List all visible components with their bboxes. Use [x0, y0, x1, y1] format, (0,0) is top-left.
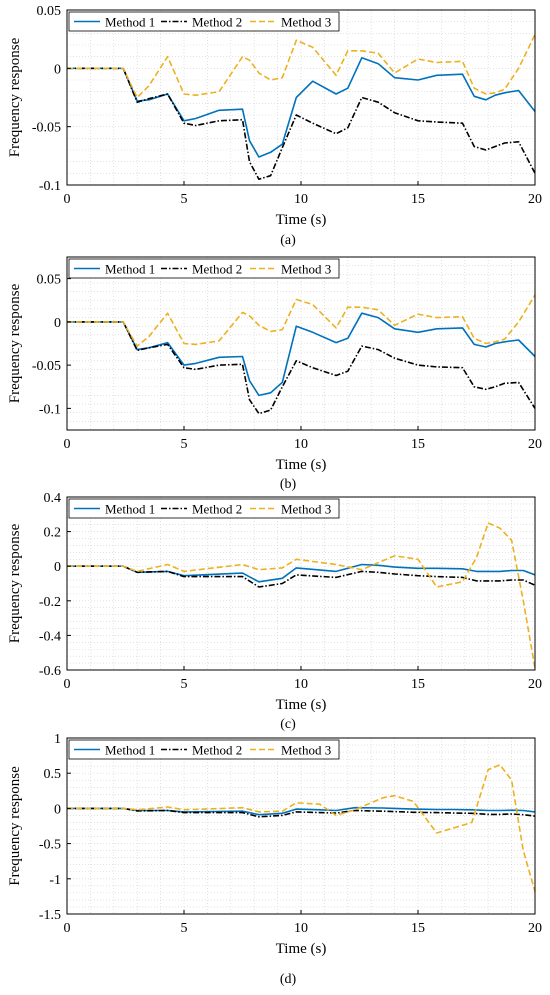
- y-tick-label: 0.05: [37, 273, 62, 288]
- y-tick-label: -0.6: [39, 664, 61, 679]
- x-tick-label: 15: [411, 192, 425, 207]
- legend-label-2: Method 2: [192, 15, 242, 30]
- legend-label-3: Method 3: [281, 262, 331, 277]
- x-axis-label: Time (s): [276, 941, 327, 957]
- y-tick-label: 0: [54, 560, 61, 575]
- legend-label-3: Method 3: [281, 502, 331, 517]
- x-tick-label: 0: [64, 192, 71, 207]
- grid: [66, 496, 536, 671]
- grid: [66, 9, 536, 186]
- legend-label-1: Method 1: [105, 743, 155, 758]
- series-line-3: [67, 294, 536, 347]
- y-axis-label: Frequency response: [7, 766, 23, 886]
- y-tick-label: 0: [54, 802, 61, 817]
- series-line-2: [67, 565, 536, 588]
- y-tick-label: -0.1: [39, 402, 61, 417]
- series-line-3: [67, 34, 536, 99]
- y-tick-label: 1: [54, 732, 61, 747]
- legend: Method 1 Method 2 Method 3: [68, 258, 340, 279]
- x-tick-label: 0: [64, 677, 71, 692]
- y-tick-label: -1.5: [39, 908, 61, 923]
- legend-box: [68, 258, 340, 279]
- x-tick-label: 5: [181, 921, 188, 936]
- series-line-2: [67, 807, 536, 818]
- x-tick-label: 5: [181, 437, 188, 452]
- grid: [66, 737, 536, 915]
- y-axis-label: Frequency response: [7, 37, 23, 157]
- y-tick-label: -0.4: [39, 629, 61, 644]
- x-axis-label: Time (s): [276, 212, 327, 228]
- x-tick-label: 5: [181, 192, 188, 207]
- x-axis-label: Time (s): [276, 697, 327, 713]
- x-tick-label: 20: [528, 677, 542, 692]
- legend-label-3: Method 3: [281, 743, 331, 758]
- legend: Method 1 Method 2 Method 3: [68, 739, 340, 760]
- y-tick-label: 0.2: [44, 526, 62, 541]
- legend: Method 1 Method 2 Method 3: [68, 11, 340, 32]
- grid: [66, 256, 536, 431]
- chart-panel-c: 0 5 10 15 20 -0.6 -0.4 -0.2 0 0.2 0.4 Time (s) Frequ…: [7, 491, 542, 732]
- x-axis-label: Time (s): [276, 457, 327, 473]
- y-tick-label: -0.5: [39, 838, 61, 853]
- y-tick-label: 0.5: [44, 767, 62, 782]
- x-tick-label: 10: [294, 921, 308, 936]
- legend-label-2: Method 2: [192, 743, 242, 758]
- x-tick-label: 10: [294, 192, 308, 207]
- legend-label-1: Method 1: [105, 15, 155, 30]
- legend-label-1: Method 1: [105, 262, 155, 277]
- y-tick-label: 0.4: [44, 491, 62, 506]
- chart-panel-d: 0 5 10 15 20 -1.5 -1 -0.5 0 0.5 1 Time (s) Frequency…: [7, 732, 542, 987]
- y-tick-label: -0.05: [32, 121, 61, 136]
- panel-caption: (b): [280, 477, 297, 492]
- series-line-1: [67, 56, 536, 158]
- series-line-1: [67, 563, 536, 583]
- panel-caption: (d): [280, 972, 297, 987]
- legend-label-3: Method 3: [281, 15, 331, 30]
- x-tick-label: 15: [411, 677, 425, 692]
- series-line-2: [67, 321, 536, 415]
- y-axis-label: Frequency response: [7, 523, 23, 643]
- y-tick-label: 0: [54, 316, 61, 331]
- series-line-2: [67, 67, 536, 180]
- y-tick-label: -1: [49, 873, 61, 888]
- panel-caption: (c): [280, 717, 296, 732]
- legend-box: [68, 498, 340, 519]
- y-axis-label: Frequency response: [7, 283, 23, 403]
- x-tick-label: 20: [528, 921, 542, 936]
- legend-label-2: Method 2: [192, 502, 242, 517]
- x-tick-label: 0: [64, 437, 71, 452]
- x-tick-label: 5: [181, 677, 188, 692]
- series-line-3: [67, 763, 536, 892]
- x-tick-label: 15: [411, 921, 425, 936]
- series-line-1: [67, 312, 536, 397]
- y-tick-label: -0.05: [32, 359, 61, 374]
- x-tick-label: 20: [528, 437, 542, 452]
- legend-label-2: Method 2: [192, 262, 242, 277]
- x-tick-label: 15: [411, 437, 425, 452]
- legend-box: [68, 739, 340, 760]
- y-tick-label: 0.05: [37, 4, 62, 19]
- y-tick-label: -0.2: [39, 595, 61, 610]
- legend-box: [68, 11, 340, 32]
- x-tick-label: 10: [294, 437, 308, 452]
- series-line-3: [67, 522, 536, 669]
- legend-label-1: Method 1: [105, 502, 155, 517]
- chart-panel-b: 0 5 10 15 20 -0.1 -0.05 0 0.05 Time (s) Frequency …: [7, 256, 542, 492]
- panel-caption: (a): [280, 233, 296, 248]
- chart-panel-a: 0 5 10 15 20 -0.1 -0.05 0 0.05 Time (s) Frequency …: [7, 4, 542, 248]
- x-tick-label: 0: [64, 921, 71, 936]
- y-tick-label: -0.1: [39, 179, 61, 194]
- x-tick-label: 20: [528, 192, 542, 207]
- legend: Method 1 Method 2 Method 3: [68, 498, 340, 519]
- x-tick-label: 10: [294, 677, 308, 692]
- y-tick-label: 0: [54, 62, 61, 77]
